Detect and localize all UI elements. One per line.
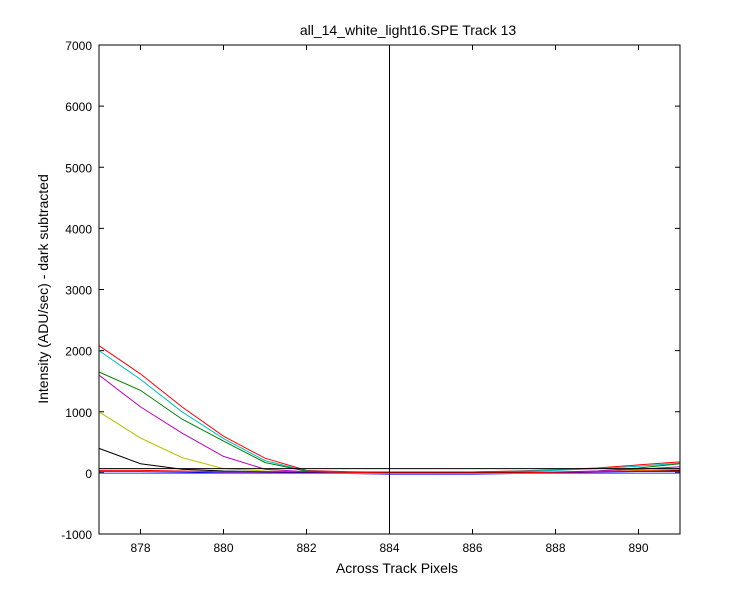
y-axis-label: Intensity (ADU/sec) - dark subtracted <box>35 174 51 404</box>
y-axis-ticks: -1000 0 1000 2000 3000 4000 5000 6000 7000 <box>61 39 680 542</box>
x-axis-ticks: 878 880 882 884 886 888 890 <box>130 45 649 555</box>
x-tick-label: 882 <box>296 541 316 555</box>
x-tick-label: 878 <box>130 541 150 555</box>
y-tick-label: 7000 <box>65 39 92 53</box>
plot-area-frame <box>98 44 681 535</box>
y-tick-label: 5000 <box>65 161 92 175</box>
x-tick-label: 890 <box>628 541 648 555</box>
x-tick-label: 880 <box>213 541 233 555</box>
x-tick-label: 888 <box>545 541 565 555</box>
y-tick-label: 6000 <box>65 100 92 114</box>
x-tick-label: 884 <box>379 541 399 555</box>
y-tick-label: 0 <box>85 467 92 481</box>
y-tick-label: -1000 <box>61 528 92 542</box>
x-tick-label: 886 <box>462 541 482 555</box>
chart-title: all_14_white_light16.SPE Track 13 <box>300 22 517 38</box>
y-tick-label: 3000 <box>65 284 92 298</box>
y-tick-label: 4000 <box>65 222 92 236</box>
x-axis-label: Across Track Pixels <box>336 560 458 576</box>
y-tick-label: 2000 <box>65 345 92 359</box>
y-tick-label: 1000 <box>65 406 92 420</box>
